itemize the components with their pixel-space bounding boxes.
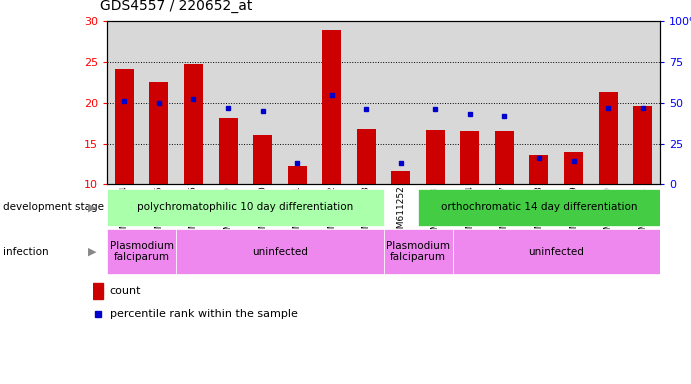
Text: percentile rank within the sample: percentile rank within the sample <box>110 310 298 319</box>
Bar <box>529 155 549 184</box>
Text: GDS4557 / 220652_at: GDS4557 / 220652_at <box>100 0 253 13</box>
Bar <box>107 229 176 274</box>
Bar <box>564 152 583 184</box>
Bar <box>184 65 203 184</box>
Text: uninfected: uninfected <box>529 247 584 257</box>
Text: ▶: ▶ <box>88 247 97 257</box>
Bar <box>287 166 307 184</box>
Bar <box>253 134 272 184</box>
Bar <box>598 92 618 184</box>
Bar <box>107 189 384 226</box>
Text: uninfected: uninfected <box>252 247 307 257</box>
Bar <box>460 131 480 184</box>
Text: Plasmodium
falciparum: Plasmodium falciparum <box>386 241 450 262</box>
Text: development stage: development stage <box>3 202 104 212</box>
Text: polychromatophilic 10 day differentiation: polychromatophilic 10 day differentiatio… <box>138 202 353 212</box>
Bar <box>426 131 445 184</box>
Bar <box>322 30 341 184</box>
Bar <box>176 229 384 274</box>
Text: count: count <box>110 286 142 296</box>
Bar <box>384 229 453 274</box>
Text: infection: infection <box>3 247 49 257</box>
Bar <box>149 81 169 184</box>
Bar <box>633 106 652 184</box>
Bar <box>93 283 103 299</box>
Bar <box>418 189 660 226</box>
Text: Plasmodium
falciparum: Plasmodium falciparum <box>110 241 173 262</box>
Bar <box>391 171 410 184</box>
Bar <box>218 118 238 184</box>
Bar <box>495 131 514 184</box>
Bar <box>357 129 376 184</box>
Text: ▶: ▶ <box>88 202 97 212</box>
Bar <box>453 229 660 274</box>
Bar <box>115 69 134 184</box>
Text: orthochromatic 14 day differentiation: orthochromatic 14 day differentiation <box>441 202 637 212</box>
